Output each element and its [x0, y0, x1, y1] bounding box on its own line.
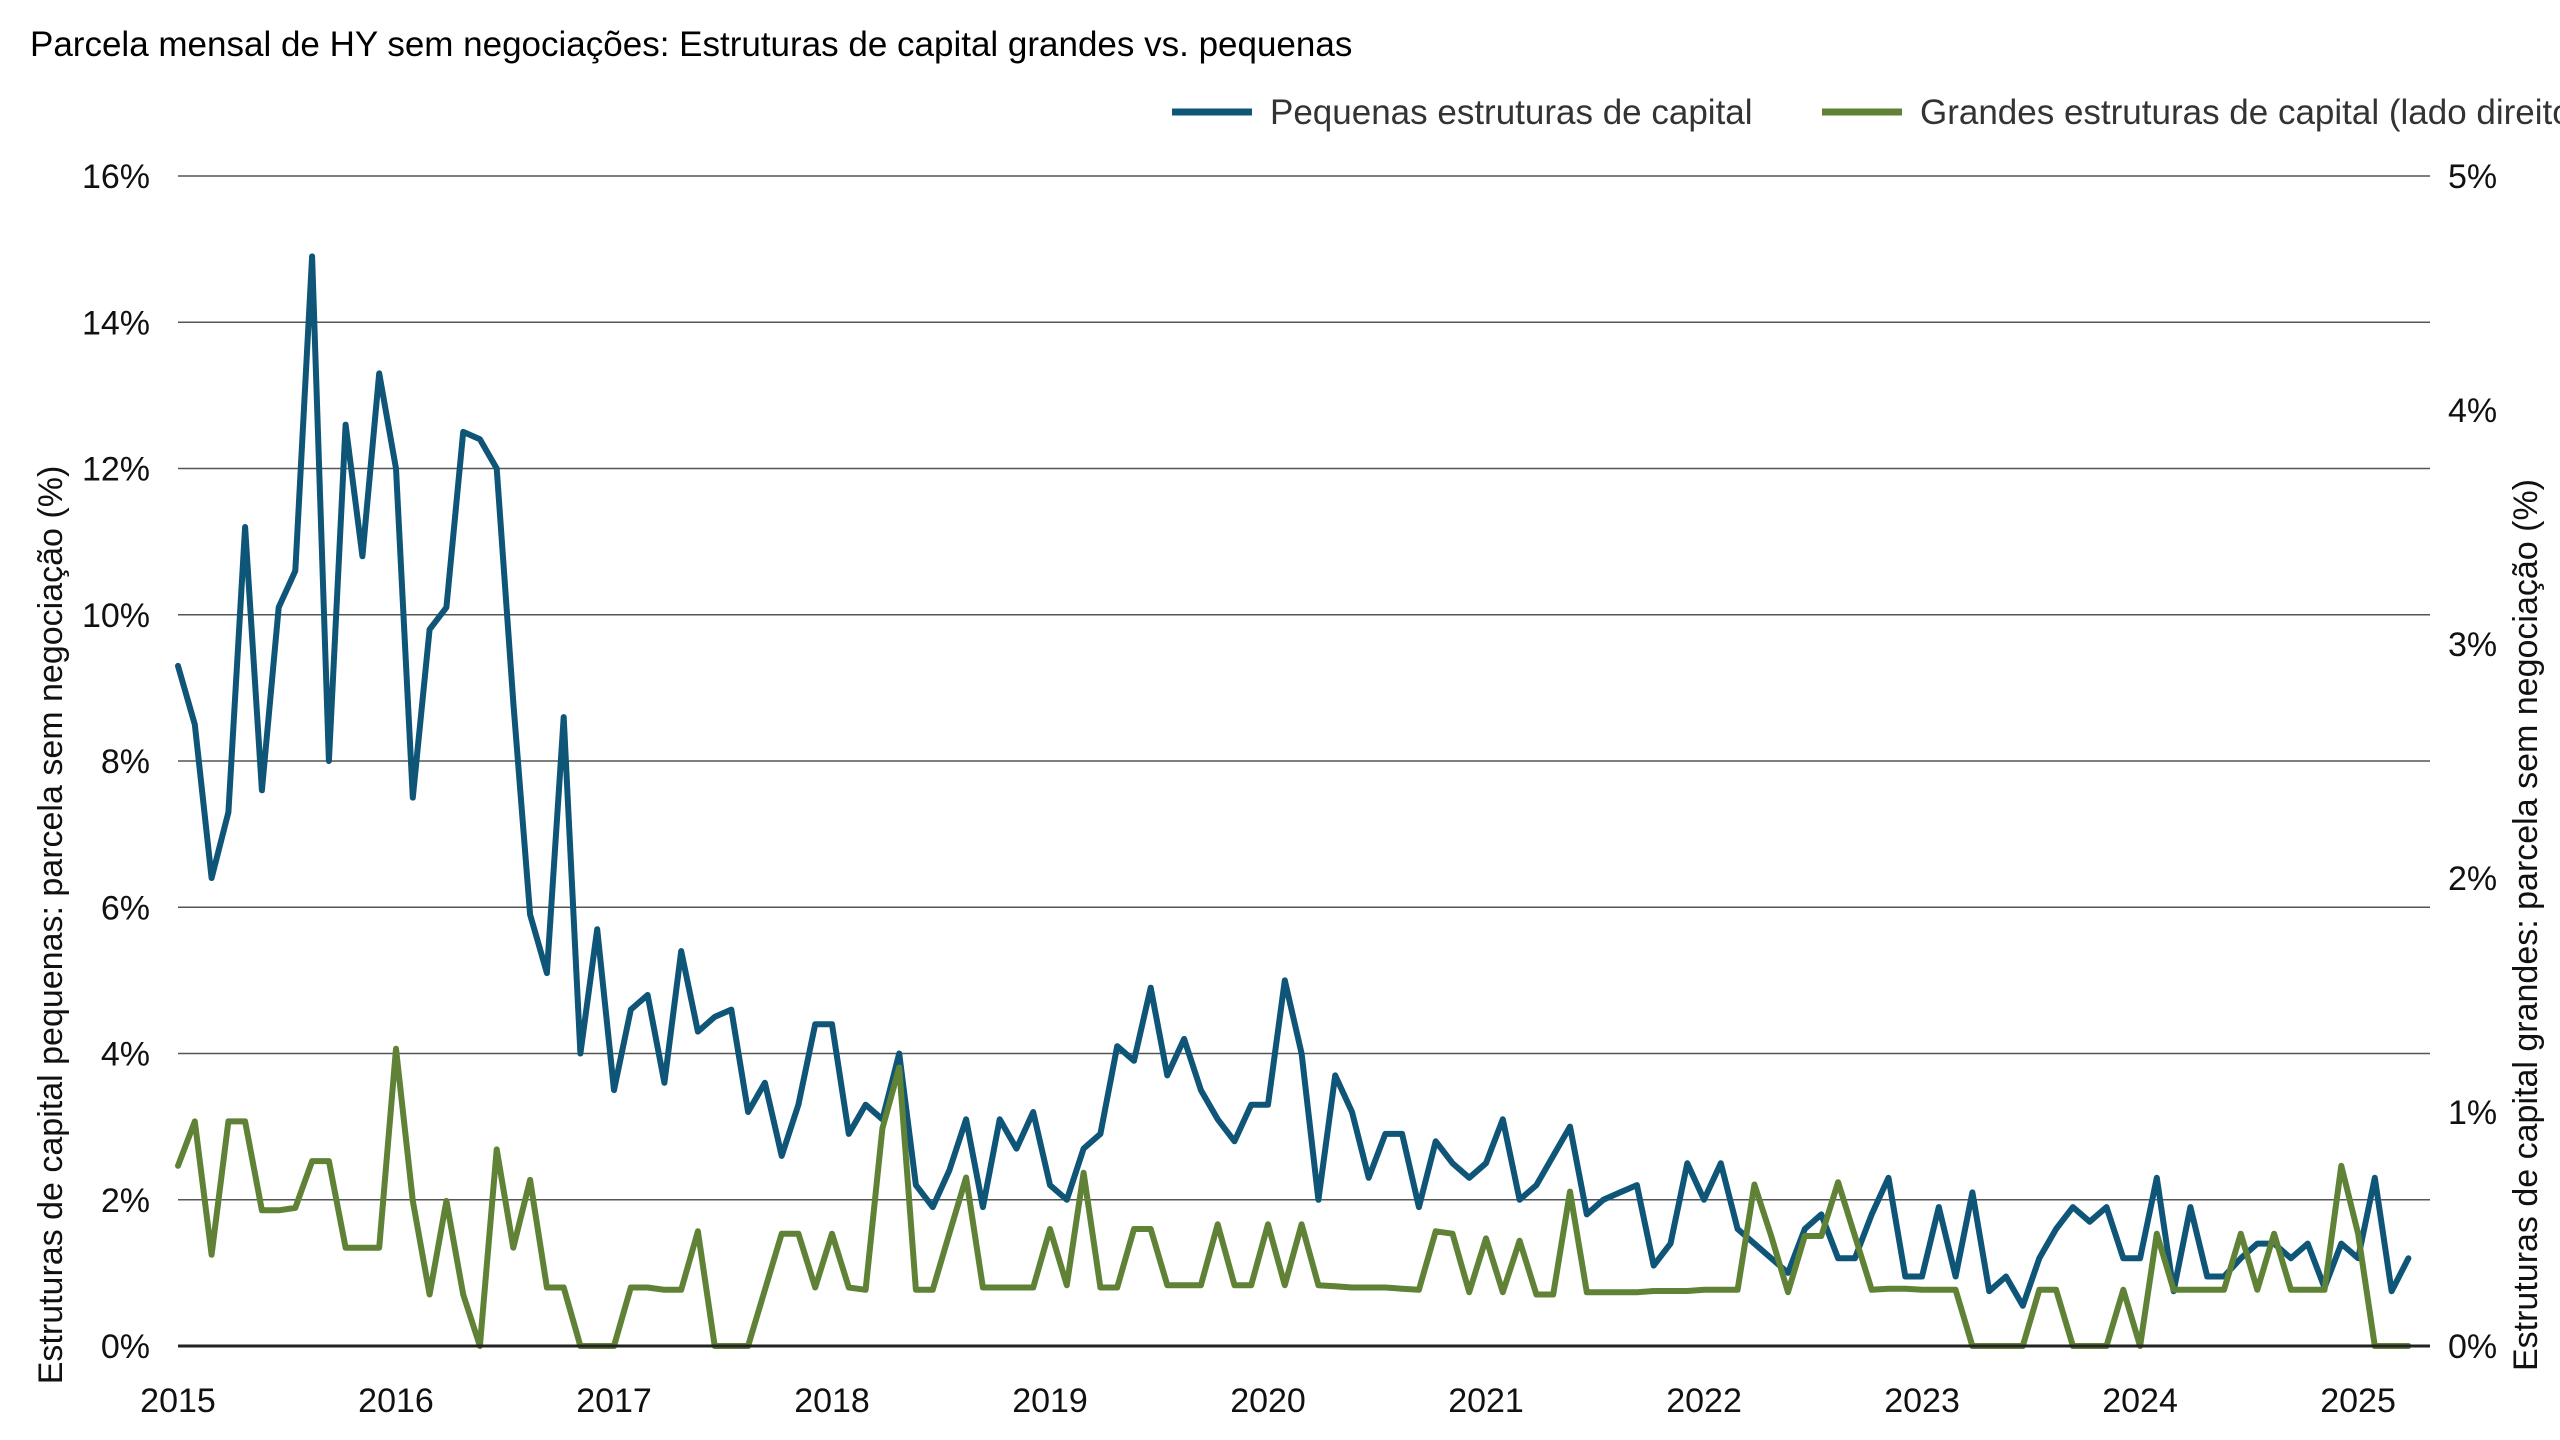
- x-tick-label: 2024: [2102, 1382, 2178, 1420]
- x-tick-label: 2019: [1012, 1382, 1088, 1420]
- left-tick-label: 16%: [82, 158, 150, 196]
- x-tick-label: 2022: [1666, 1382, 1742, 1420]
- left-axis-label: Estruturas de capital pequenas: parcela …: [32, 466, 70, 1385]
- legend-label-large: Grandes estruturas de capital (lado dire…: [1920, 93, 2560, 132]
- gridlines: [178, 175, 2430, 1201]
- chart-title: Parcela mensal de HY sem negociações: Es…: [30, 25, 1352, 64]
- legend: Pequenas estruturas de capital Grandes e…: [1172, 93, 2560, 132]
- right-tick-label: 0%: [2448, 1328, 2497, 1366]
- left-tick-label: 0%: [101, 1328, 150, 1366]
- left-tick-label: 4%: [101, 1036, 150, 1074]
- x-tick-label: 2023: [1884, 1382, 1960, 1420]
- right-tick-label: 1%: [2448, 1094, 2497, 1132]
- x-tick-label: 2025: [2320, 1382, 2396, 1420]
- legend-label-small: Pequenas estruturas de capital: [1270, 93, 1753, 132]
- left-axis-ticks: 0% 2% 4% 6% 8% 10% 12% 14% 16%: [82, 158, 150, 1366]
- right-axis-ticks: 0% 1% 2% 3% 4% 5%: [2448, 158, 2497, 1366]
- series-line-large: [175, 1045, 2412, 1349]
- x-axis-ticks: 2015 2016 2017 2018 2019 2020 2021 2022 2023 2024…: [140, 1382, 2396, 1420]
- right-axis-label: Estruturas de capital grandes: parcela s…: [2507, 479, 2545, 1371]
- left-tick-label: 2%: [101, 1182, 150, 1220]
- x-tick-label: 2015: [140, 1382, 216, 1420]
- right-tick-label: 5%: [2448, 158, 2497, 196]
- series-line-small: [175, 253, 2412, 1309]
- x-tick-label: 2020: [1230, 1382, 1306, 1420]
- x-tick-label: 2021: [1448, 1382, 1524, 1420]
- left-tick-label: 14%: [82, 304, 150, 342]
- series-lines: [175, 253, 2412, 1349]
- right-tick-label: 3%: [2448, 626, 2497, 664]
- left-tick-label: 8%: [101, 743, 150, 781]
- left-tick-label: 10%: [82, 597, 150, 635]
- left-tick-label: 6%: [101, 889, 150, 927]
- right-tick-label: 4%: [2448, 392, 2497, 430]
- left-tick-label: 12%: [82, 451, 150, 489]
- right-tick-label: 2%: [2448, 860, 2497, 898]
- x-tick-label: 2016: [358, 1382, 434, 1420]
- x-tick-label: 2017: [576, 1382, 652, 1420]
- x-tick-label: 2018: [794, 1382, 870, 1420]
